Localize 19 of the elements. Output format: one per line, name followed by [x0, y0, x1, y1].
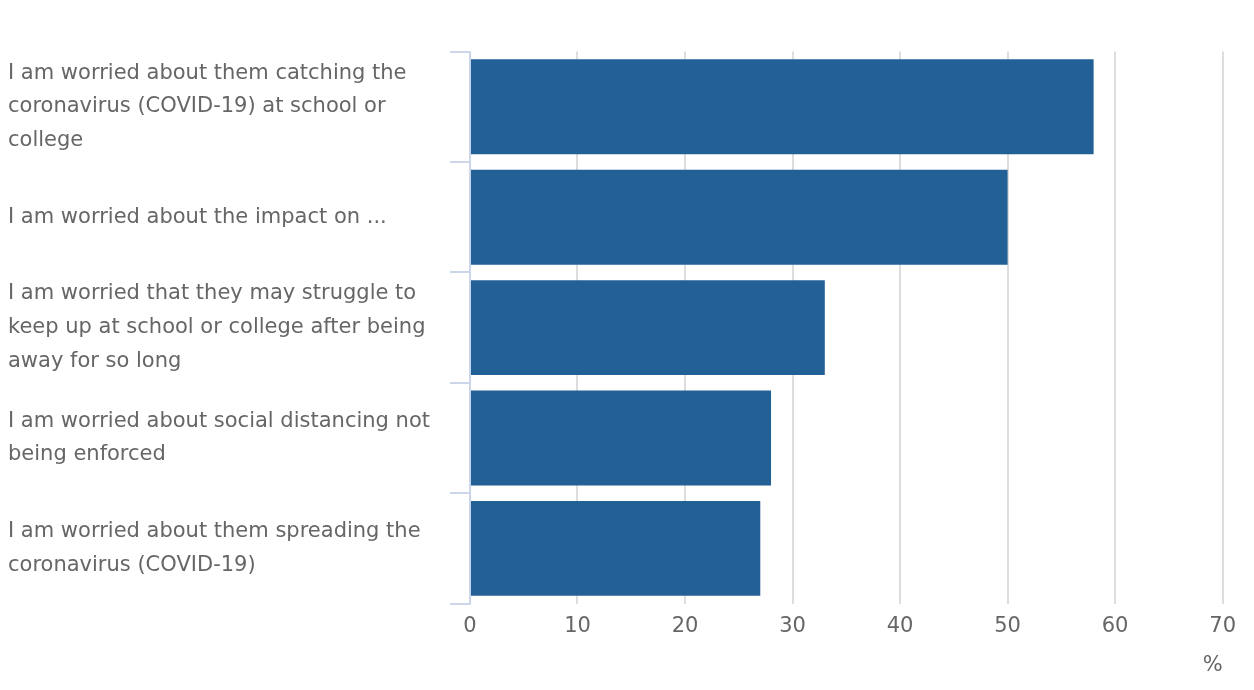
y-tick-label: I am worried about social distancing not being enforced [8, 407, 430, 466]
x-tick-label: 70 [1209, 612, 1237, 637]
x-tick-label: 60 [1101, 612, 1129, 637]
y-tick-label: I am worried about them spreading the coronavirus (COVID-19) [8, 518, 421, 576]
bar [470, 280, 825, 376]
x-tick-label: 20 [671, 612, 699, 637]
bar [470, 169, 1008, 265]
x-tick-label: 30 [779, 612, 806, 637]
x-tick-label: 40 [886, 612, 914, 637]
y-tick-label: I am worried about the impact on ... [8, 203, 387, 228]
bar [470, 390, 772, 486]
y-tick-label: I am worried about them catching the coronavirus (COVID-19) at school or college [8, 59, 407, 151]
bar [470, 500, 761, 596]
y-tick-label: I am worried that they may struggle to keep up at school or college after being away for so long [8, 280, 426, 372]
x-tick-label: 10 [564, 612, 591, 637]
x-tick-label: 0 [463, 612, 477, 637]
x-tick-label: 50 [994, 612, 1021, 637]
x-axis-title: % [1202, 651, 1223, 676]
bar [470, 59, 1094, 155]
